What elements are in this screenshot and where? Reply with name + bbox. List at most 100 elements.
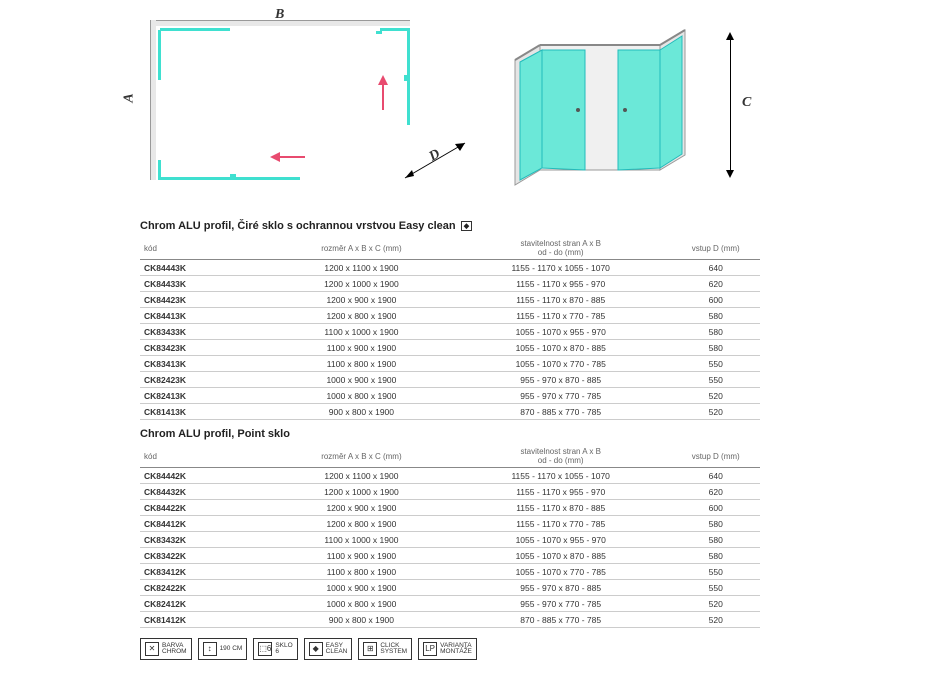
spec-table-1: kód rozměr A x B x C (mm) stavitelnost s… [140,236,760,420]
cell-entry: 640 [671,468,760,484]
cell-entry: 550 [671,580,760,596]
spec-table-2: kód rozměr A x B x C (mm) stavitelnost s… [140,444,760,628]
cell-dim: 900 x 800 x 1900 [273,404,450,420]
glass-segment [158,30,161,80]
cell-adj: 1155 - 1170 x 770 - 785 [450,516,671,532]
feature-badge: ✕BARVA CHROM [140,638,192,660]
cell-dim: 1100 x 1000 x 1900 [273,324,450,340]
cell-adj: 1155 - 1170 x 870 - 885 [450,292,671,308]
wall-left [150,20,156,180]
col-entry: vstup D (mm) [671,444,760,468]
cell-adj: 1155 - 1170 x 870 - 885 [450,500,671,516]
cell-adj: 1155 - 1170 x 955 - 970 [450,276,671,292]
feature-icon: ↕ [203,642,217,656]
cell-dim: 1100 x 800 x 1900 [273,564,450,580]
cell-code: CK84413K [140,308,273,324]
table-row: CK82423K1000 x 900 x 1900955 - 970 x 870… [140,372,760,388]
cell-entry: 580 [671,548,760,564]
isometric-diagram [510,20,730,200]
cell-code: CK83433K [140,324,273,340]
cell-adj: 1055 - 1070 x 870 - 885 [450,548,671,564]
cell-entry: 550 [671,356,760,372]
table-row: CK83413K1100 x 800 x 19001055 - 1070 x 7… [140,356,760,372]
cell-adj: 1055 - 1070 x 955 - 970 [450,532,671,548]
cell-dim: 1000 x 800 x 1900 [273,596,450,612]
table-row: CK84412K1200 x 800 x 19001155 - 1170 x 7… [140,516,760,532]
glass-segment [376,31,382,34]
cell-dim: 1200 x 1000 x 1900 [273,484,450,500]
cell-code: CK82412K [140,596,273,612]
table-row: CK84443K1200 x 1100 x 19001155 - 1170 x … [140,260,760,276]
cell-adj: 1055 - 1070 x 870 - 885 [450,340,671,356]
col-adj: stavitelnost stran A x B od - do (mm) [450,236,671,260]
feature-badge: ↕190 CM [198,638,248,660]
shower-3d-icon [510,20,730,200]
glass-segment [160,177,300,180]
cell-entry: 550 [671,372,760,388]
table-row: CK83432K1100 x 1000 x 19001055 - 1070 x … [140,532,760,548]
col-entry: vstup D (mm) [671,236,760,260]
cell-code: CK84412K [140,516,273,532]
cell-code: CK84423K [140,292,273,308]
cell-code: CK82423K [140,372,273,388]
table-row: CK84413K1200 x 800 x 19001155 - 1170 x 7… [140,308,760,324]
cell-code: CK83432K [140,532,273,548]
top-view-diagram [150,20,410,180]
feature-badges: ✕BARVA CHROM↕190 CM⬚6SKLO 6◆EASY CLEAN⊞C… [140,638,898,660]
dim-line-c [730,40,731,170]
table-row: CK81412K900 x 800 x 1900870 - 885 x 770 … [140,612,760,628]
cell-entry: 640 [671,260,760,276]
table2-title: Chrom ALU profil, Point sklo [140,428,898,440]
dim-label-b: B [275,7,284,23]
cell-adj: 955 - 970 x 870 - 885 [450,372,671,388]
cell-dim: 1100 x 900 x 1900 [273,548,450,564]
cell-adj: 1155 - 1170 x 955 - 970 [450,484,671,500]
cell-adj: 1155 - 1170 x 1055 - 1070 [450,468,671,484]
feature-icon: ◆ [309,642,323,656]
table-row: CK82413K1000 x 800 x 1900955 - 970 x 770… [140,388,760,404]
cell-adj: 955 - 970 x 870 - 885 [450,580,671,596]
cell-dim: 1000 x 900 x 1900 [273,372,450,388]
cell-dim: 1200 x 900 x 1900 [273,292,450,308]
glass-segment [160,28,230,31]
cell-entry: 580 [671,340,760,356]
dim-label-a: A [122,93,138,102]
table-row: CK83423K1100 x 900 x 19001055 - 1070 x 8… [140,340,760,356]
cell-dim: 900 x 800 x 1900 [273,612,450,628]
table-row: CK83433K1100 x 1000 x 19001055 - 1070 x … [140,324,760,340]
table-header-row: kód rozměr A x B x C (mm) stavitelnost s… [140,236,760,260]
cell-dim: 1100 x 1000 x 1900 [273,532,450,548]
cell-entry: 580 [671,308,760,324]
cell-adj: 870 - 885 x 770 - 785 [450,404,671,420]
cell-entry: 600 [671,500,760,516]
feature-badge: LPVARIANTA MONTÁŽE [418,638,477,660]
table-row: CK84422K1200 x 900 x 19001155 - 1170 x 8… [140,500,760,516]
cell-code: CK83412K [140,564,273,580]
table-row: CK84433K1200 x 1000 x 19001155 - 1170 x … [140,276,760,292]
cell-entry: 520 [671,404,760,420]
cell-adj: 1055 - 1070 x 770 - 785 [450,564,671,580]
cell-dim: 1200 x 1100 x 1900 [273,468,450,484]
cell-adj: 1155 - 1170 x 770 - 785 [450,308,671,324]
cell-entry: 620 [671,276,760,292]
feature-icon: LP [423,642,437,656]
diagram-area: A B D [30,10,898,210]
cell-code: CK83423K [140,340,273,356]
d-dimension-line [400,138,480,188]
feature-icon: ⬚6 [258,642,272,656]
feature-icon: ✕ [145,642,159,656]
cell-code: CK83422K [140,548,273,564]
cell-code: CK82413K [140,388,273,404]
glass-segment [404,75,407,81]
cell-entry: 520 [671,388,760,404]
cell-entry: 580 [671,532,760,548]
col-code: kód [140,236,273,260]
feature-badge: ⬚6SKLO 6 [253,638,297,660]
cell-adj: 1055 - 1070 x 770 - 785 [450,356,671,372]
cell-adj: 1055 - 1070 x 955 - 970 [450,324,671,340]
table-row: CK84423K1200 x 900 x 19001155 - 1170 x 8… [140,292,760,308]
glass-segment [380,28,410,31]
cell-adj: 955 - 970 x 770 - 785 [450,388,671,404]
cell-code: CK84432K [140,484,273,500]
cell-dim: 1200 x 1100 x 1900 [273,260,450,276]
